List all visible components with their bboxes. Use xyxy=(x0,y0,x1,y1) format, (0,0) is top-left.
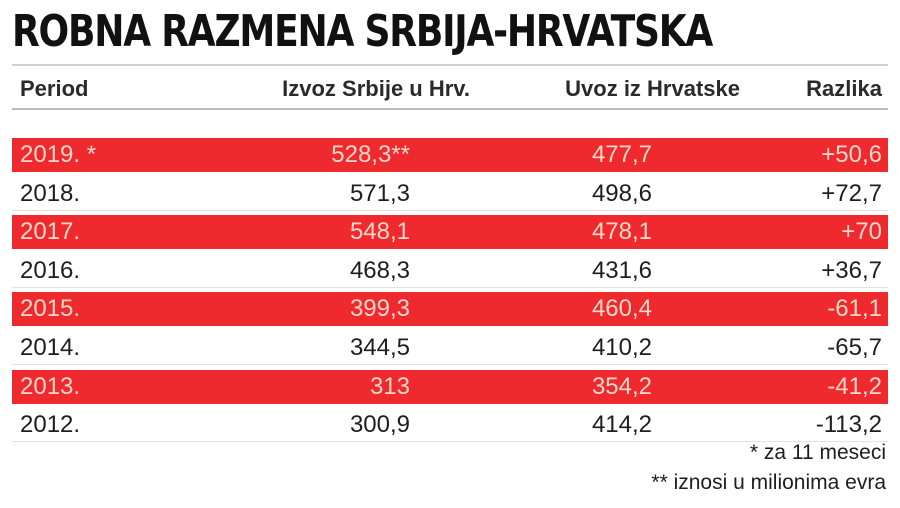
cell-uvoz: 460,4 xyxy=(591,295,652,323)
header-divider xyxy=(12,108,888,110)
header-izvoz: Izvoz Srbije u Hrv. xyxy=(282,76,470,101)
cell-period: 2013. xyxy=(20,372,81,400)
chart-title: ROBNA RAZMENA SRBIJA-HRVATSKA xyxy=(12,6,713,57)
cell-uvoz: 414,2 xyxy=(591,411,652,439)
cell-razlika: -113,2 xyxy=(815,411,882,439)
table-row: 2013. 313 354,2 -41,2 xyxy=(12,369,888,404)
cell-period: 2014. xyxy=(20,334,81,361)
cell-period: 2017. xyxy=(20,218,81,246)
cell-uvoz: 498,6 xyxy=(591,179,652,207)
table-row: 2014. 344,5 410,2 -65,7 xyxy=(12,331,888,365)
table-row: 2018. 571,3 498,6 +72,7 xyxy=(12,176,888,211)
cell-period: 2012. xyxy=(20,411,81,439)
table-header: Period Izvoz Srbije u Hrv. Uvoz iz Hrvat… xyxy=(0,72,900,106)
table-row: 2012. 300,9 414,2 -113,2 xyxy=(12,408,888,443)
cell-izvoz: 344,5 xyxy=(349,334,410,361)
cell-period: 2016. xyxy=(20,256,81,284)
cell-razlika: +70 xyxy=(841,218,882,246)
cell-razlika: +36,7 xyxy=(821,256,882,284)
cell-uvoz: 478,1 xyxy=(591,218,652,246)
cell-izvoz: 300,9 xyxy=(349,411,410,439)
title-divider xyxy=(12,64,888,66)
table-row: 2017. 548,1 478,1 +70 xyxy=(12,215,888,250)
header-period: Period xyxy=(20,76,89,101)
cell-period: 2019. * xyxy=(20,141,97,168)
cell-izvoz: 468,3 xyxy=(349,256,410,284)
cell-razlika: -61,1 xyxy=(827,295,882,323)
cell-izvoz: 313 xyxy=(369,372,410,400)
footnotes: * za 11 meseci ** iznosi u milionima evr… xyxy=(651,438,886,498)
cell-uvoz: 354,2 xyxy=(591,372,652,400)
cell-period: 2018. xyxy=(20,179,81,207)
cell-izvoz: 571,3 xyxy=(349,179,410,207)
footnote-11-months: * za 11 meseci xyxy=(749,441,886,464)
cell-period: 2015. xyxy=(20,295,81,323)
cell-razlika: -41,2 xyxy=(827,372,882,400)
footnote-units: ** iznosi u milionima evra xyxy=(651,471,886,494)
table-row: 2019. * 528,3** 477,7 +50,6 xyxy=(12,138,888,172)
cell-uvoz: 477,7 xyxy=(591,141,652,168)
table-row: 2016. 468,3 431,6 +36,7 xyxy=(12,253,888,288)
cell-izvoz: 528,3** xyxy=(331,141,410,168)
cell-razlika: -65,7 xyxy=(827,334,882,361)
cell-razlika: +72,7 xyxy=(821,179,882,207)
header-razlika: Razlika xyxy=(806,76,882,101)
table-row: 2015. 399,3 460,4 -61,1 xyxy=(12,292,888,327)
cell-uvoz: 410,2 xyxy=(591,334,652,361)
table-body: 2019. * 528,3** 477,7 +50,6 2018. 571,3 498,6 +… xyxy=(0,138,900,443)
cell-izvoz: 399,3 xyxy=(349,295,410,323)
cell-izvoz: 548,1 xyxy=(349,218,410,246)
cell-uvoz: 431,6 xyxy=(591,256,652,284)
header-uvoz: Uvoz iz Hrvatske xyxy=(565,76,740,101)
cell-razlika: +50,6 xyxy=(821,141,882,168)
